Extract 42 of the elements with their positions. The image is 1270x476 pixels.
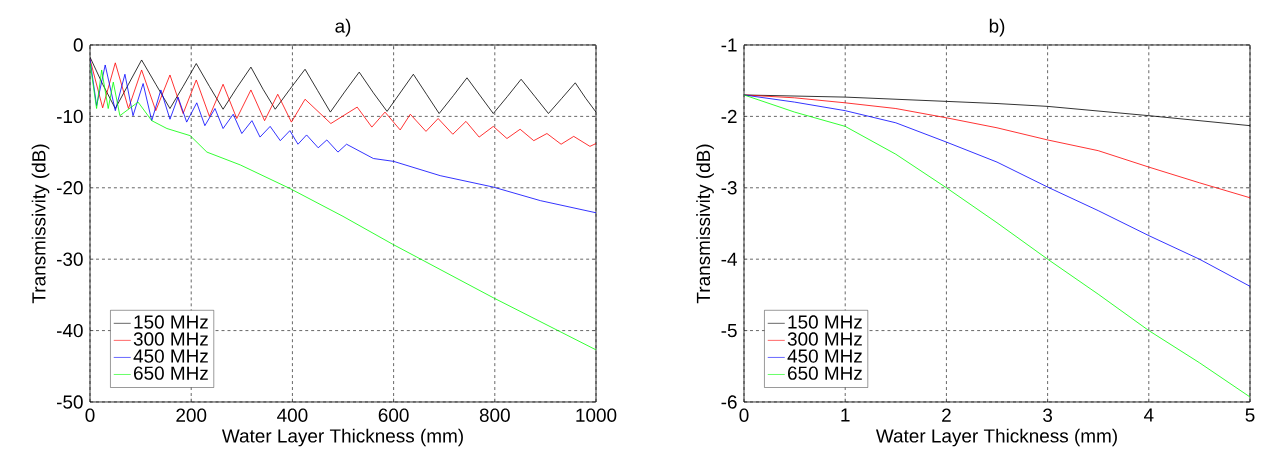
y-tick-label: 0 [73,38,83,52]
chart-title: a) [335,18,351,37]
line-series [90,62,597,351]
y-axis-title: Transmissivity (dB) [31,144,50,304]
x-tick-label: 5 [1245,408,1255,422]
x-tick-label: 600 [378,408,409,422]
y-tick-label: -5 [721,323,737,338]
y-tick-label: -2 [721,109,737,123]
y-tick-label: -3 [721,181,737,195]
y-tick-label: -10 [56,109,83,124]
line-series [744,94,1251,199]
y-tick-label: -1 [721,38,737,52]
x-tick-label: 1 [841,408,850,422]
x-tick-label: 4 [1143,408,1154,422]
legend-label: 150 MHz [788,315,862,329]
y-tick-label: -20 [56,181,83,195]
legend-label: 450 MHz [787,349,862,363]
y-tick-label: -30 [56,252,83,266]
x-tick-label: 400 [277,408,308,422]
legend-label: 650 MHz [134,366,208,380]
line-series [744,94,1251,398]
legend-label: 300 MHz [133,332,208,346]
chart-title: b) [989,18,1005,37]
legend-label: 650 MHz [788,366,862,380]
x-tick-label: 1000 [576,408,617,422]
legend-label: 150 MHz [134,315,208,329]
x-tick-label: 0 [739,408,749,422]
legend-label: 300 MHz [787,332,862,346]
legend-label: 450 MHz [133,349,208,363]
y-tick-label: -40 [56,323,83,338]
x-tick-label: 2 [942,408,951,422]
x-axis-title: Water Layer Thickness (mm) [875,428,1117,447]
x-axis-title: Water Layer Thickness (mm) [221,428,463,447]
x-tick-label: 0 [85,408,95,422]
line-series [90,58,597,214]
x-tick-label: 800 [479,408,510,422]
x-tick-label: 200 [176,408,207,422]
y-tick-label: -6 [721,395,737,409]
y-tick-label: -4 [721,252,737,266]
y-tick-label: -50 [56,395,83,409]
y-axis-title: Transmissivity (dB) [696,144,714,304]
x-tick-label: 3 [1043,408,1053,422]
